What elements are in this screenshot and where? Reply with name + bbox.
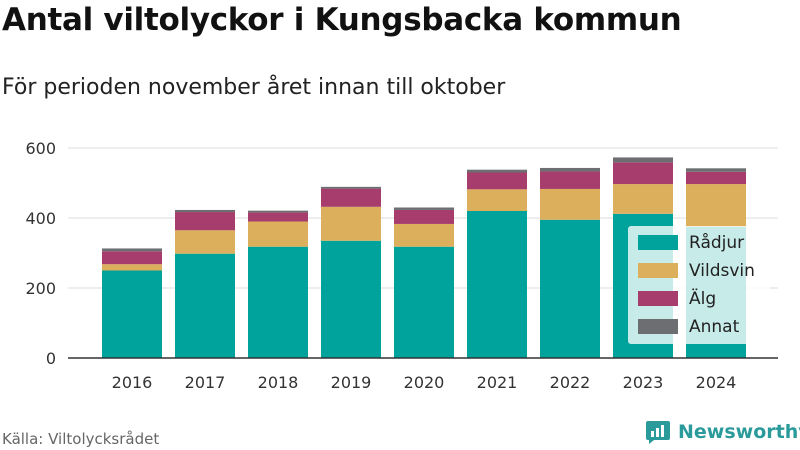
- x-tick-label: 2024: [696, 373, 737, 392]
- bar-segment: [248, 212, 308, 222]
- x-tick-label: 2016: [112, 373, 153, 392]
- legend-label: Rådjur: [689, 232, 744, 253]
- bar-segment: [467, 211, 527, 358]
- bar-segment: [467, 169, 527, 173]
- brand-logo: Newsworthy: [645, 419, 800, 445]
- bar-segment: [540, 167, 600, 172]
- bar-segment: [540, 188, 600, 220]
- legend-swatch: [638, 291, 678, 306]
- x-tick-label: 2017: [185, 373, 226, 392]
- bar-segment: [613, 184, 673, 214]
- x-tick-label: 2020: [404, 373, 445, 392]
- legend-swatch: [638, 319, 678, 334]
- bar-segment: [686, 168, 746, 172]
- bar-segment: [102, 251, 162, 265]
- bar-segment: [394, 223, 454, 247]
- bar-segment: [102, 270, 162, 358]
- bar-segment: [686, 171, 746, 185]
- chart-title: Antal viltolyckor i Kungsbacka kommun: [2, 2, 682, 38]
- legend-label: Älg: [689, 288, 716, 309]
- y-tick-label: 200: [25, 279, 56, 298]
- bar-segment: [321, 206, 381, 241]
- bar-segment: [686, 184, 746, 227]
- x-tick-label: 2018: [258, 373, 299, 392]
- source-note: Källa: Viltolycksrådet: [2, 430, 160, 448]
- bar-segment: [175, 253, 235, 358]
- legend-label: Vildsvin: [689, 261, 755, 281]
- bar-segment: [613, 157, 673, 163]
- bar-segment: [394, 246, 454, 358]
- chart-subtitle: För perioden november året innan till ok…: [2, 75, 506, 100]
- x-tick-label: 2021: [477, 373, 518, 392]
- bar-segment: [102, 264, 162, 271]
- bar-segment: [467, 189, 527, 211]
- bar-segment: [248, 210, 308, 213]
- legend-swatch: [638, 263, 678, 278]
- bar-segment: [467, 172, 527, 190]
- y-tick-label: 400: [25, 209, 56, 228]
- bar-segment: [394, 207, 454, 210]
- legend-swatch: [638, 235, 678, 250]
- y-tick-label: 600: [25, 139, 56, 158]
- legend-label: Annat: [689, 317, 740, 337]
- bar-segment: [175, 209, 235, 213]
- bar-segment: [175, 212, 235, 231]
- x-tick-label: 2022: [550, 373, 591, 392]
- legend-box: [628, 226, 770, 344]
- bar-segment: [394, 209, 454, 224]
- x-tick-label: 2019: [331, 373, 372, 392]
- bar-segment: [321, 240, 381, 358]
- legend: Rådjur Vildsvin Älg Annat: [628, 226, 770, 344]
- bar-segment: [321, 186, 381, 189]
- bar-segment: [540, 219, 600, 358]
- y-tick-label: 0: [46, 349, 56, 368]
- bar-segment: [248, 246, 308, 358]
- bar-segment: [248, 221, 308, 247]
- bar-segment: [175, 230, 235, 254]
- brand-name: Newsworthy: [678, 421, 800, 443]
- bar-segment: [613, 162, 673, 185]
- bar-segment: [540, 171, 600, 189]
- newsworthy-logo-icon: [646, 421, 670, 444]
- x-tick-label: 2023: [623, 373, 664, 392]
- bar-segment: [321, 188, 381, 207]
- bar-segment: [102, 248, 162, 252]
